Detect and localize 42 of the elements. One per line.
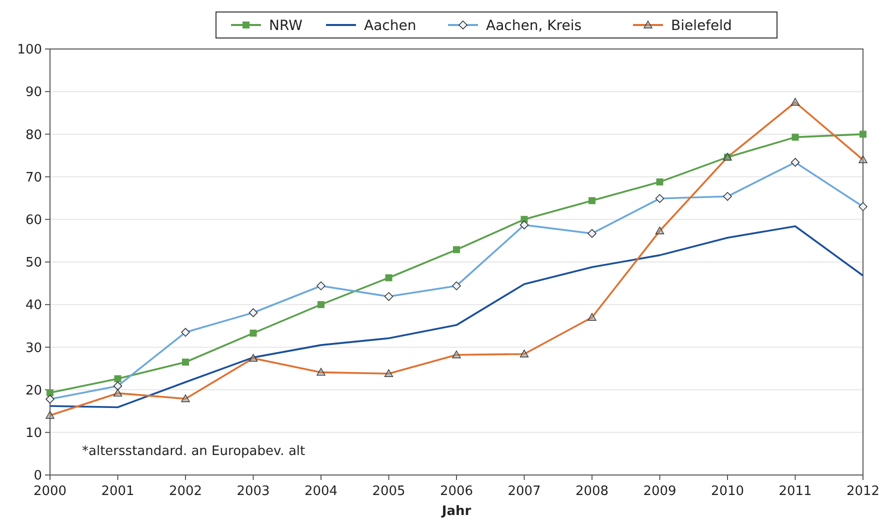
x-tick-label: 2007 [508,484,541,499]
x-tick-label: 2008 [575,484,609,499]
legend-label: Aachen, Kreis [486,18,582,34]
x-tick-label: 2009 [643,484,676,499]
y-tick-label: 50 [25,256,42,271]
x-tick-label: 2002 [168,484,202,499]
y-tick-label: 60 [25,212,42,228]
x-axis-title: Jahr [440,504,472,519]
x-tick-label: 2011 [778,484,812,499]
x-tick-label: 2003 [236,484,270,499]
point [385,274,392,282]
point [318,301,324,308]
legend-label: Bielefeld [671,18,732,34]
x-tick-label: 2010 [710,484,744,499]
point [250,330,257,337]
x-tick-label: 2000 [33,484,67,499]
x-tick-label: 2004 [304,484,338,499]
y-tick-label: 40 [25,298,42,314]
point [792,134,799,141]
point [182,358,189,366]
y-tick-label: 10 [25,426,42,441]
point [453,246,460,254]
y-tick-label: 30 [25,340,42,356]
point [860,130,866,138]
legend-label: Aachen [364,18,416,34]
x-tick-label: 2001 [101,484,134,499]
point [656,178,664,186]
point [46,389,54,396]
annotation: *altersstandard. an Europabev. alt [82,444,306,459]
legend-label: NRW [269,18,303,34]
y-tick-label: 90 [25,85,42,100]
x-tick-label: 2012 [846,484,880,499]
point [114,375,122,382]
x-tick-label: 2006 [440,484,474,499]
point [588,197,596,204]
y-tick-label: 70 [25,170,42,186]
y-tick-label: 100 [17,42,42,58]
y-tick-label: 20 [25,383,42,398]
x-tick-label: 2005 [372,484,406,499]
y-tick-label: 80 [25,128,42,143]
y-tick-label: 0 [34,468,42,484]
line-series [49,225,864,408]
